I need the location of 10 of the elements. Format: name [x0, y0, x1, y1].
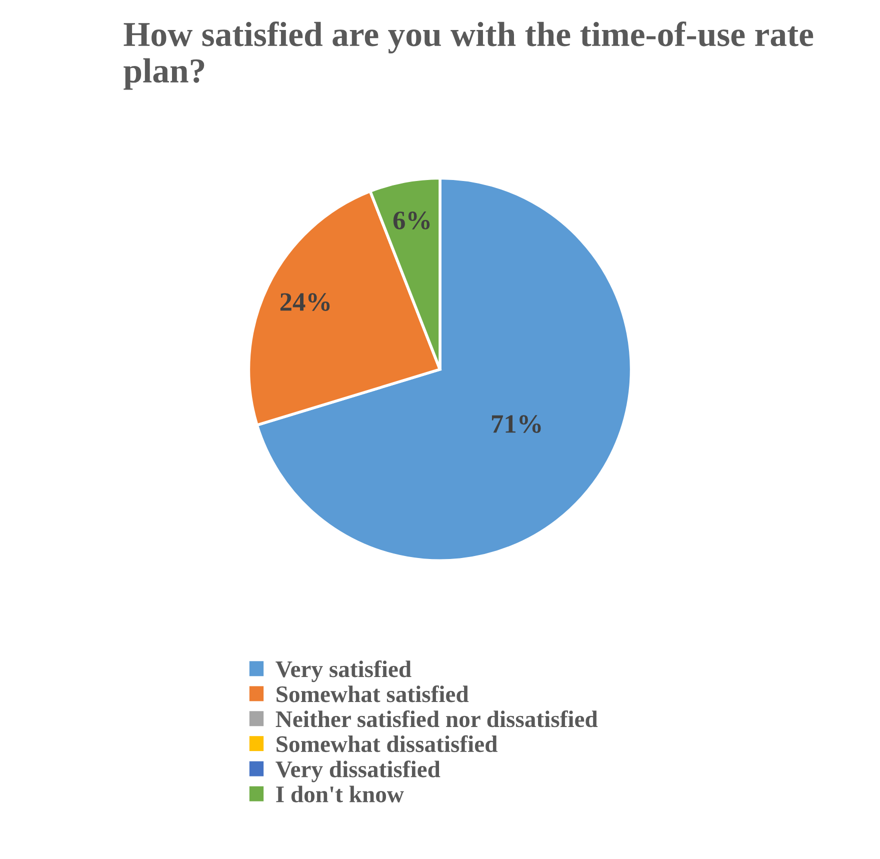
- legend-label: Somewhat satisfied: [276, 685, 469, 702]
- legend-label: Very satisfied: [276, 660, 412, 682]
- data-label: 71%: [492, 415, 541, 434]
- legend-label: Neither satisfied nor dissatisfied: [276, 710, 598, 728]
- chart-title: How satisfied are you with the time-of-use rate plan?: [124, 21, 814, 90]
- legend-label: Very dissatisfied: [276, 760, 440, 782]
- legend-label: I don't know: [276, 786, 404, 802]
- legend-label: Somewhat dissatisfied: [276, 735, 498, 752]
- data-label: 24%: [280, 293, 330, 312]
- data-label: 6%: [393, 212, 430, 230]
